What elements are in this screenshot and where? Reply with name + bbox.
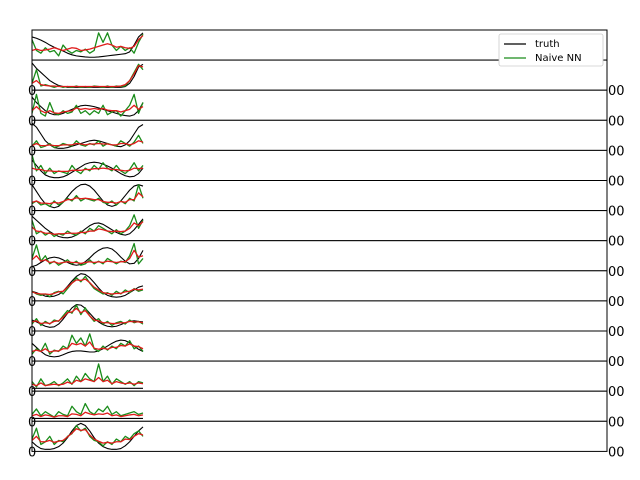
legend-label-naive-nn: Naive NN <box>535 53 582 64</box>
panel-6 <box>31 180 608 212</box>
tick-fragment-right-1: 00 <box>608 84 625 99</box>
panel-5-red-line <box>31 167 144 173</box>
panel-10-red-line <box>31 307 144 325</box>
panel-2-red-line <box>31 65 144 88</box>
tick-fragment-left-3: 0 <box>28 144 36 159</box>
tick-fragment-left-7: 0 <box>28 265 36 280</box>
panel-6-truth-line <box>31 183 144 209</box>
panel-9-red-line <box>31 278 144 296</box>
panel-11-red-line <box>31 341 144 353</box>
panel-3-truth-line <box>31 96 144 117</box>
panel-3-background <box>32 90 607 121</box>
tick-fragment-right-8: 00 <box>608 295 625 310</box>
panel-7-background <box>32 210 607 241</box>
tick-fragment-left-6: 0 <box>28 235 36 250</box>
panel-10 <box>31 300 608 332</box>
panel-9 <box>31 270 608 302</box>
panel-14-frame <box>31 420 608 452</box>
panel-4 <box>31 119 608 151</box>
tick-fragment-left-4: 0 <box>28 175 36 190</box>
tick-fragment-right-4: 00 <box>608 175 625 190</box>
panel-13-background <box>32 391 607 422</box>
panel-11-truth-line <box>31 339 144 358</box>
tick-fragment-right-6: 00 <box>608 235 625 250</box>
panel-14-truth-line <box>31 422 144 450</box>
panel-5-background <box>32 150 607 181</box>
panel-13 <box>31 390 608 422</box>
tick-fragment-right-11: 00 <box>608 385 625 400</box>
tick-fragment-right-9: 00 <box>608 325 625 340</box>
tick-fragment-right-5: 00 <box>608 205 625 220</box>
panel-8-background <box>32 240 607 271</box>
tick-fragment-left-13: 0 <box>28 445 36 460</box>
panel-6-red-line <box>31 192 144 205</box>
panel-10-background <box>32 300 607 331</box>
panel-14-background <box>32 421 607 452</box>
panel-stack: 0 000 000 000 000 000 000 000 000 000 000 000 000 00 <box>28 29 625 460</box>
tick-fragment-right-12: 00 <box>608 415 625 430</box>
panel-12-background <box>32 361 607 392</box>
legend: truth Naive NN <box>498 33 604 67</box>
panel-8-truth-line <box>31 247 144 268</box>
panel-4-red-line <box>31 140 144 147</box>
panel-12 <box>31 360 608 392</box>
panel-3-red-line <box>31 104 144 115</box>
tick-fragment-right-7: 00 <box>608 265 625 280</box>
panel-7-truth-line <box>31 215 144 239</box>
panel-6-background <box>32 180 607 211</box>
panel-11-background <box>32 331 607 362</box>
legend-label-truth: truth <box>535 39 560 50</box>
panel-9-background <box>32 270 607 301</box>
panel-13-red-line <box>31 411 144 418</box>
tick-fragment-left-11: 0 <box>28 385 36 400</box>
tick-fragment-left-8: 0 <box>28 295 36 310</box>
panel-5 <box>31 149 608 181</box>
panel-7 <box>31 210 608 242</box>
tick-fragment-right-10: 00 <box>608 355 625 370</box>
tick-fragment-left-1: 0 <box>28 84 36 99</box>
tick-fragment-right-3: 00 <box>608 144 625 159</box>
panel-12-red-line <box>31 376 144 387</box>
tick-fragment-left-10: 0 <box>28 355 36 370</box>
panel-1-red-line <box>31 35 144 52</box>
panel-7-red-line <box>31 221 144 235</box>
panel-3 <box>31 89 608 121</box>
tick-fragment-left-9: 0 <box>28 325 36 340</box>
panel-9-naive-nn-line <box>31 275 144 298</box>
panel-14-red-line <box>31 428 144 444</box>
tick-fragment-left-12: 0 <box>28 415 36 430</box>
panel-13-naive-nn-line <box>31 402 144 418</box>
panel-8-red-line <box>31 249 144 264</box>
panel-14 <box>31 420 608 452</box>
tick-fragment-left-2: 0 <box>28 114 36 129</box>
tick-fragment-right-2: 00 <box>608 114 625 129</box>
panel-8 <box>31 240 608 272</box>
panel-1-truth-line <box>31 32 144 58</box>
panel-5-truth-line <box>31 159 144 179</box>
tick-fragment-left-5: 0 <box>28 205 36 220</box>
panel-1-naive-nn-line <box>31 32 144 57</box>
panel-11 <box>31 330 608 362</box>
tick-fragment-right-13: 00 <box>608 445 625 460</box>
